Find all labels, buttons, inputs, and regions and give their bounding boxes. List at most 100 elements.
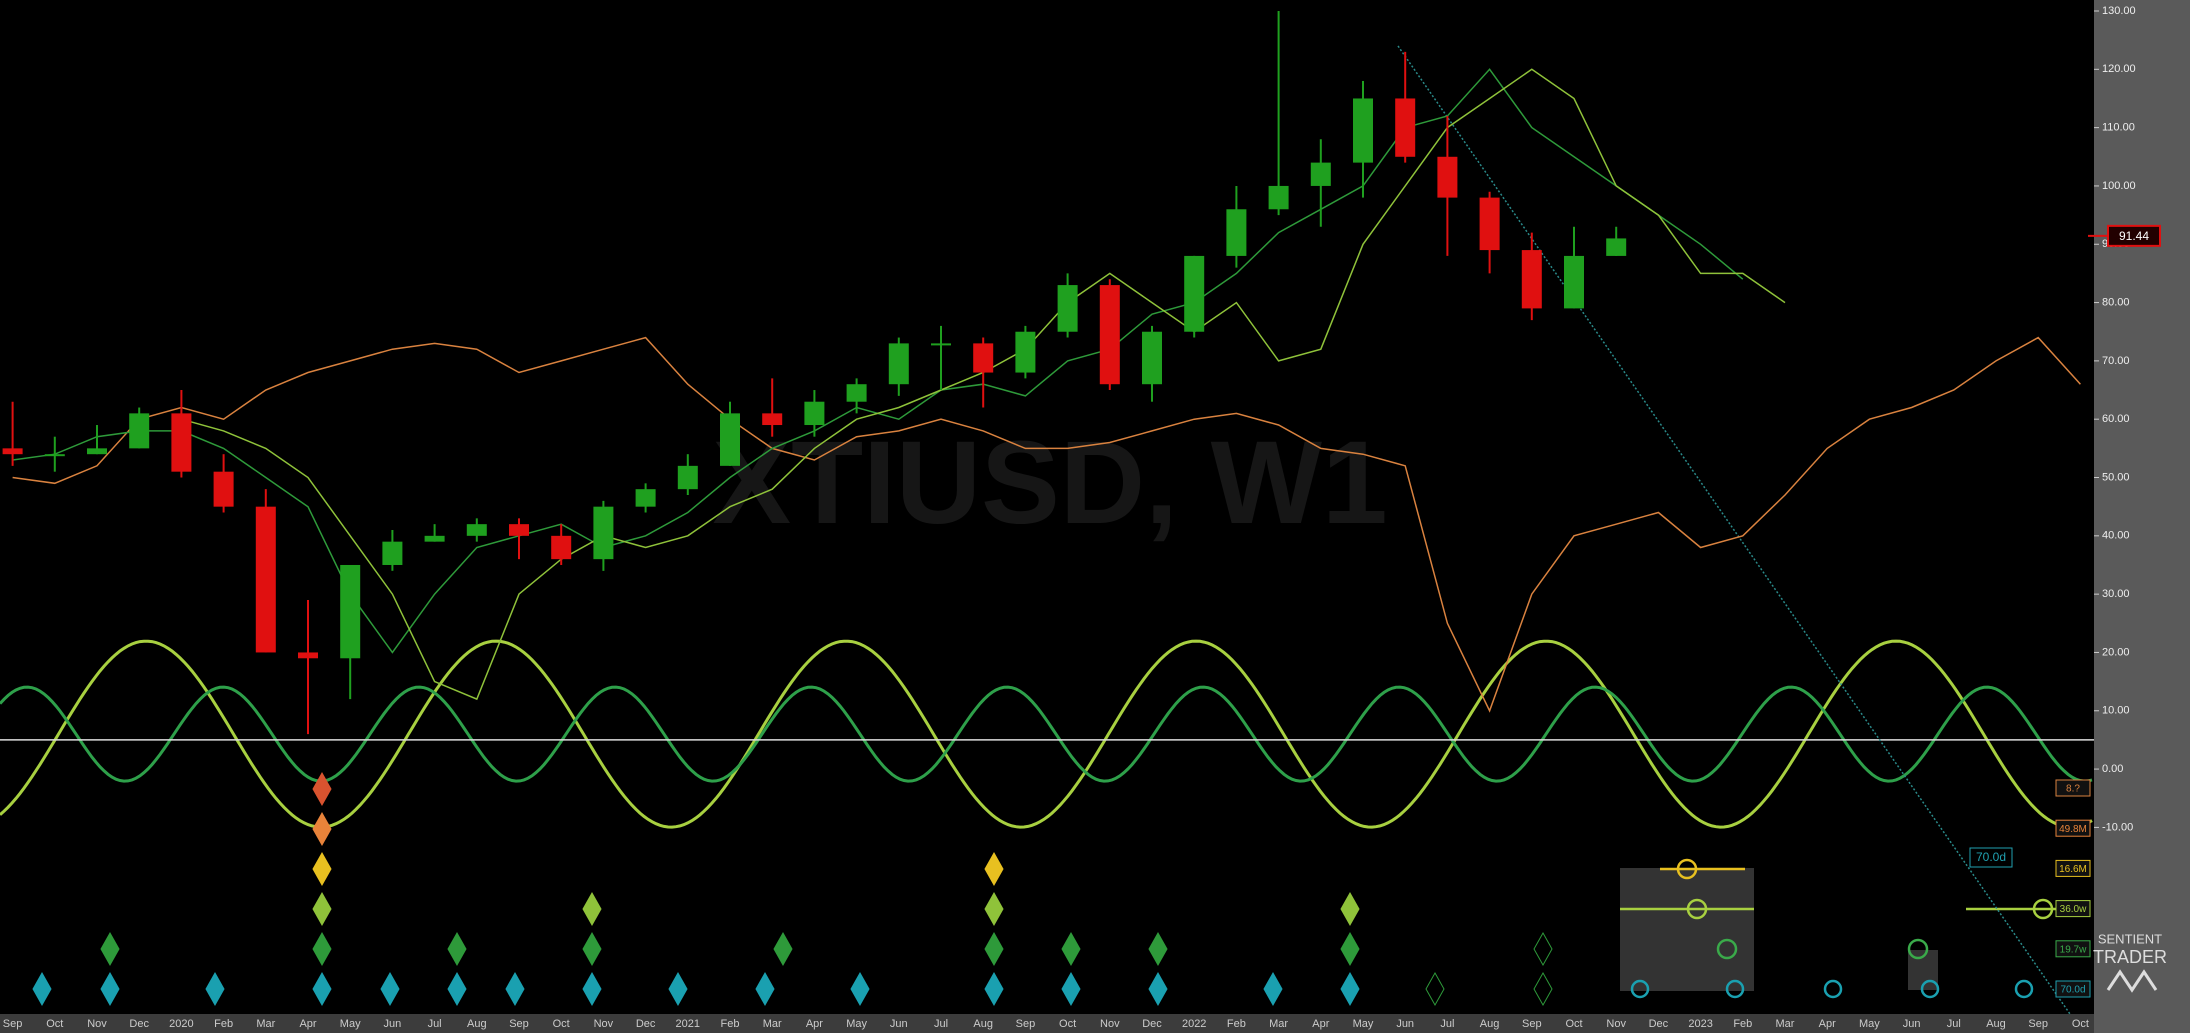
cycle-diamond: [312, 971, 332, 1007]
cycle-diamond: [582, 891, 602, 927]
candle-body: [593, 506, 614, 560]
candle-body: [1310, 162, 1331, 186]
y-tick-label: 30.00: [2102, 588, 2130, 600]
x-tick-label: May: [846, 1018, 867, 1030]
x-tick-label: Dec: [636, 1018, 656, 1030]
cycle-panel: [1620, 868, 1754, 991]
cycle-diamond: [1340, 891, 1360, 927]
cycle-diamond: [582, 931, 602, 967]
cycle-circle: [1920, 979, 1940, 999]
cycle-markers: [1620, 858, 2060, 960]
candle-body: [1015, 331, 1036, 373]
x-tick-label: Nov: [1606, 1018, 1626, 1030]
cycle-diamond: [582, 971, 602, 1007]
cycle-label-box: [2055, 940, 2091, 958]
cycle-diamond: [447, 971, 467, 1007]
cycle-label-box: [2055, 980, 2091, 998]
candle-body: [1142, 331, 1162, 385]
candle-body: [213, 471, 234, 507]
x-tick-label: Dec: [1142, 1018, 1162, 1030]
x-tick-label: Jun: [890, 1018, 908, 1030]
cycle-diamond: [312, 931, 332, 967]
cycle-diamond: [1340, 971, 1360, 1007]
x-tick-label: May: [1859, 1018, 1880, 1030]
cycle-wave: [0, 639, 2093, 829]
candle-body: [720, 413, 740, 466]
y-tick-label: -10.00: [2102, 821, 2133, 833]
logo-mark: [2106, 969, 2158, 993]
x-tick-label: 2023: [1688, 1018, 1712, 1030]
x-tick-label: Oct: [46, 1018, 63, 1030]
cycle-circle: [2014, 979, 2034, 999]
candle-body: [129, 413, 150, 449]
logo-text: TRADER: [2093, 947, 2167, 967]
cycle-diamond: [1061, 971, 1081, 1007]
candle-body: [1353, 98, 1373, 163]
candle-body: [2, 448, 23, 455]
x-tick-label: Aug: [1480, 1018, 1500, 1030]
plot-background: [0, 0, 2094, 1014]
cycle-label: 49.8M: [2059, 824, 2087, 835]
x-tick-label: Jun: [1903, 1018, 1921, 1030]
x-tick-label: May: [1353, 1018, 1374, 1030]
cycle-diamond: [850, 971, 870, 1007]
candle-body: [1564, 255, 1584, 309]
price-axis: [2094, 0, 2190, 1033]
candle-body: [87, 448, 107, 455]
projection-line: [12, 336, 2081, 713]
cycle-diamond: [447, 931, 467, 967]
candle-body: [1099, 285, 1120, 385]
x-tick-label: Feb: [1733, 1018, 1752, 1030]
time-axis: [0, 1014, 2094, 1033]
x-tick-label: Feb: [1227, 1018, 1246, 1030]
y-tick-label: 110.00: [2102, 122, 2135, 134]
last-price-box: [2107, 224, 2161, 247]
x-tick-label: Aug: [1986, 1018, 2006, 1030]
y-tick-label: 60.00: [2102, 413, 2130, 425]
candle-body: [1479, 197, 1500, 251]
last-price-label: 91.44: [2119, 229, 2149, 243]
trend-line: [1397, 45, 2071, 1015]
y-tick-label: 100.00: [2102, 180, 2136, 192]
candle-body: [973, 343, 994, 373]
cycle-circle: [1907, 938, 1929, 960]
candle-body: [1184, 255, 1205, 332]
candle-body: [298, 652, 318, 659]
y-tick-label: 40.00: [2102, 530, 2130, 542]
cycle-label-box: [2055, 779, 2091, 797]
candle-body: [762, 413, 783, 426]
cycle-diamond: [773, 931, 793, 967]
candle-body: [1437, 156, 1458, 198]
logo-text: SENTIENT: [2098, 931, 2162, 946]
x-tick-label: Jun: [1396, 1018, 1414, 1030]
x-tick-label: Apr: [806, 1018, 823, 1030]
candle-body: [677, 465, 698, 490]
cycle-label: 8.?: [2066, 784, 2080, 795]
x-tick-label: Sep: [1016, 1018, 1036, 1030]
y-tick-label: 0.00: [2102, 763, 2123, 775]
candle-body: [340, 564, 361, 659]
x-tick-label: Mar: [1269, 1018, 1288, 1030]
cycle-diamond: [984, 931, 1004, 967]
cycle-diamond: [1340, 931, 1360, 967]
candle-body: [466, 524, 487, 536]
cycle-diamond: [32, 971, 52, 1007]
cycle-circle: [1686, 898, 1708, 920]
x-tick-label: Apr: [299, 1018, 316, 1030]
x-tick-label: Oct: [553, 1018, 570, 1030]
x-tick-label: Dec: [129, 1018, 149, 1030]
x-tick-label: Feb: [721, 1018, 740, 1030]
y-tick-label: 120.00: [2102, 63, 2136, 75]
cycle-wave: [0, 685, 2093, 783]
candle-body: [382, 541, 403, 565]
y-tick-label: 10.00: [2102, 705, 2130, 717]
y-tick-label: 20.00: [2102, 646, 2130, 658]
cycle-label-box: [2055, 859, 2091, 877]
x-tick-label: 2022: [1182, 1018, 1206, 1030]
cycle-box-label: 70.0d: [1976, 850, 2006, 864]
candle-body: [424, 535, 445, 542]
cycle-diamond: [1533, 971, 1553, 1007]
candle-body: [931, 343, 951, 346]
cycle-label: 16.6M: [2059, 864, 2087, 875]
